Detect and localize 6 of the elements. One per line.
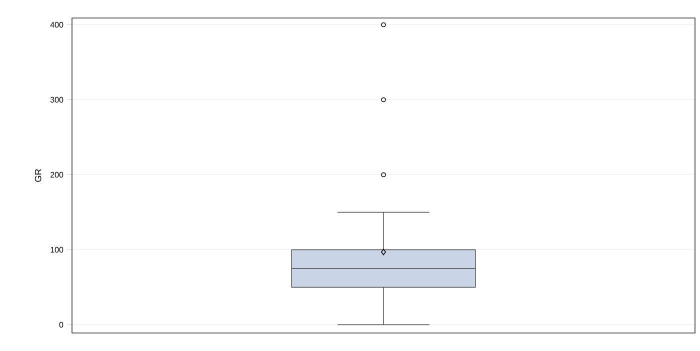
- y-tick-label: 200: [50, 172, 64, 178]
- y-tick-label: 400: [50, 22, 64, 28]
- y-tick-label: 100: [50, 246, 64, 253]
- y-tick-label: 300: [50, 96, 64, 103]
- y-tick-label: 0: [59, 322, 64, 328]
- y-axis-title: GR: [34, 169, 42, 182]
